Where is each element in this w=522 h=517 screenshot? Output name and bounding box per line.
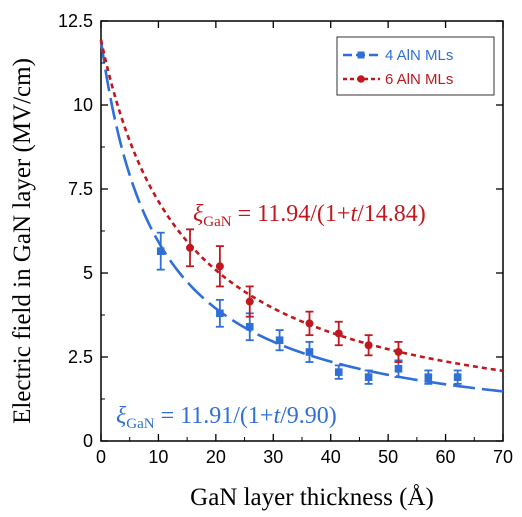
data-point-series-1 (394, 364, 403, 373)
x-tick-label: 10 (148, 447, 168, 467)
fit-curves (99, 39, 504, 393)
data-point-series-1 (364, 373, 373, 381)
data-points (156, 228, 462, 385)
x-tick-label: 70 (493, 447, 513, 467)
x-tick-label: 30 (263, 447, 283, 467)
axes: 0 10 20 30 40 50 60 70 0 2.5 5 7.5 10 12.5 GaN layer t… (9, 11, 513, 511)
x-tick-label: 40 (321, 447, 341, 467)
x-tick-label: 0 (96, 447, 106, 467)
y-tick-label: 12.5 (58, 11, 93, 31)
data-point-series-1 (305, 348, 314, 356)
annotations: ξGaN = 11.91/(1+t/9.90) ξGaN = 11.94/(1+t… (116, 201, 426, 432)
data-point-series-2 (215, 262, 224, 271)
legend-label-1: 4 AlN MLs (385, 47, 453, 64)
legend-box (336, 36, 495, 96)
fit-equation-1: ξGaN = 11.91/(1+t/9.90) (116, 403, 337, 432)
data-point-series-1 (156, 247, 165, 255)
y-tick-label: 7.5 (68, 179, 93, 199)
data-point-series-1 (216, 309, 224, 318)
data-point-series-2 (334, 329, 343, 338)
fit-curve-1 (99, 40, 504, 393)
data-point-series-1 (334, 368, 343, 376)
data-point-series-1 (275, 336, 284, 344)
x-tick-label: 20 (206, 447, 226, 467)
x-tick-label: 50 (378, 447, 398, 467)
legend-marker-2 (357, 75, 365, 83)
data-point-series-2 (245, 297, 254, 306)
data-point-series-1 (245, 322, 254, 331)
data-point-series-1 (453, 373, 462, 381)
legend-marker-1 (357, 51, 365, 59)
data-point-series-1 (424, 373, 433, 381)
y-tick-label: 2.5 (68, 347, 93, 367)
fit-curve-2 (99, 39, 504, 373)
fit-equation-2: ξGaN = 11.94/(1+t/14.84) (193, 201, 426, 230)
data-point-series-2 (305, 319, 314, 328)
legend-label-2: 6 AlN MLs (385, 71, 453, 88)
y-tick-label: 10 (73, 95, 93, 115)
data-point-series-2 (364, 341, 373, 350)
y-tick-label: 5 (83, 263, 93, 283)
x-tick-label: 60 (436, 447, 456, 467)
legend: 4 AlN MLs 6 AlN MLs (336, 36, 495, 96)
data-point-series-2 (394, 347, 403, 356)
y-tick-label: 0 (83, 431, 93, 451)
data-point-series-2 (186, 243, 195, 252)
y-axis-title: Electric field in GaN layer (MV/cm) (9, 58, 36, 424)
x-axis-title: GaN layer thickness (Å) (190, 484, 434, 511)
